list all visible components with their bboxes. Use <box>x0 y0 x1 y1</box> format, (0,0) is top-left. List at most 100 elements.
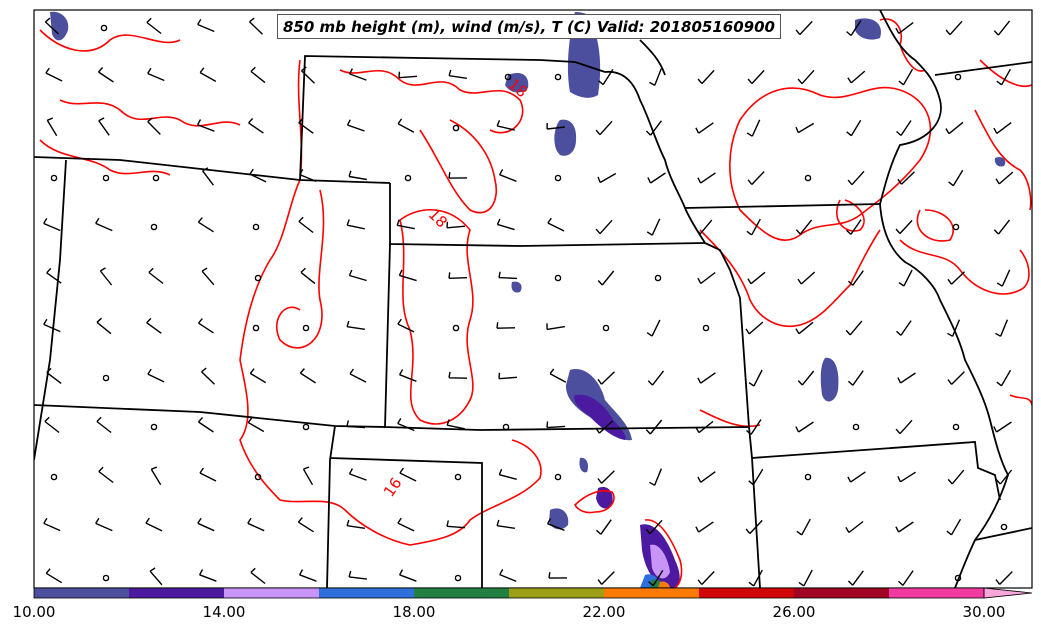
wind-barb <box>895 22 914 34</box>
wind-barb <box>847 170 865 186</box>
wind-barb <box>348 468 367 481</box>
speed-blob-core <box>658 581 670 588</box>
wind-barb <box>147 368 165 383</box>
calm-wind-marker <box>554 73 562 81</box>
boundary <box>934 61 1032 76</box>
wind-speed-fill-strong <box>574 394 680 588</box>
wind-barb <box>798 569 813 587</box>
isotherm <box>729 86 932 241</box>
wind-barb <box>498 169 517 182</box>
boundary <box>751 441 1001 501</box>
wind-barb <box>695 420 714 434</box>
wind-barb <box>147 67 165 82</box>
wind-barb <box>996 269 1011 287</box>
wind-barb <box>398 71 418 79</box>
calm-wind-marker <box>150 223 158 231</box>
colorbar-segment <box>794 588 890 598</box>
isotherm <box>1009 394 1032 406</box>
wind-barb <box>44 17 60 35</box>
calm-wind-marker <box>50 473 58 481</box>
wind-barb <box>697 172 716 184</box>
colorbar-tick-label: 22.00 <box>582 603 626 621</box>
boundary <box>684 203 881 209</box>
wind-barb <box>897 171 915 185</box>
wind-barb <box>647 172 666 184</box>
wind-barb <box>498 372 518 380</box>
wind-barb <box>249 17 263 35</box>
wind-barb <box>797 271 816 285</box>
isotherm <box>399 209 474 425</box>
wind-barb <box>446 221 466 229</box>
wind-barb <box>646 319 661 337</box>
wind-barb <box>897 372 916 384</box>
boundary <box>748 426 761 588</box>
calm-wind-marker <box>452 124 460 132</box>
wind-barb <box>250 66 266 84</box>
colorbar-tick-label: 10.00 <box>12 603 56 621</box>
wind-barb <box>43 217 61 232</box>
wind-barb <box>348 269 367 282</box>
wind-barb <box>346 320 366 330</box>
calm-wind-marker <box>804 174 812 182</box>
speed-blob-core <box>650 544 670 579</box>
colorbar-segment <box>889 588 985 598</box>
isotherm <box>339 69 524 134</box>
calm-wind-marker <box>102 174 110 182</box>
boundary <box>34 159 67 461</box>
wind-barb <box>546 323 566 331</box>
wind-barb <box>647 370 665 386</box>
boundary <box>604 71 706 244</box>
calm-wind-marker <box>554 473 562 481</box>
wind-barb <box>695 219 713 235</box>
wind-barb <box>298 117 314 134</box>
calm-wind-marker <box>952 223 960 231</box>
isotherm-contours <box>39 18 1032 588</box>
boundary <box>879 10 1009 588</box>
wind-barb <box>446 419 465 430</box>
calm-wind-marker <box>404 174 412 182</box>
wind-barb <box>201 267 215 286</box>
colorbar-segment <box>319 588 415 598</box>
wind-barb <box>595 519 612 535</box>
isotherm <box>239 59 542 546</box>
wind-barb <box>947 319 961 337</box>
calm-wind-marker <box>252 324 260 332</box>
calm-wind-marker <box>852 423 860 431</box>
calm-wind-marker <box>1000 523 1008 531</box>
wind-barb <box>145 517 163 532</box>
isotherm <box>916 209 954 242</box>
wind-barb <box>448 69 468 79</box>
wind-barb <box>597 470 615 484</box>
colorbar-outline <box>33 587 985 599</box>
wind-barb <box>945 121 964 135</box>
wind-barb <box>150 466 162 486</box>
wind-barbs <box>43 17 1014 587</box>
wind-barb <box>795 219 813 235</box>
wind-barb <box>746 218 761 236</box>
boundary <box>34 156 391 184</box>
wind-barb <box>747 271 766 285</box>
wind-barb <box>348 570 367 580</box>
wind-barb <box>597 270 615 286</box>
wind-barb <box>348 68 367 81</box>
speed-blob <box>554 119 577 156</box>
wind-barb <box>995 469 1013 485</box>
wind-barb <box>896 120 912 137</box>
wind-barb <box>597 371 615 385</box>
wind-barb <box>795 122 815 134</box>
wind-barb <box>247 417 265 433</box>
wind-barb <box>946 518 962 536</box>
wind-barb <box>797 69 815 85</box>
colorbar-tick-label: 30.00 <box>962 603 1006 621</box>
wind-barb <box>199 67 217 83</box>
wind-barb <box>197 318 214 334</box>
wind-barb <box>448 172 468 179</box>
boundary <box>326 425 336 588</box>
wind-barb <box>649 468 663 486</box>
speed-blob <box>511 281 522 293</box>
wind-barb <box>43 517 61 532</box>
speed-blob <box>820 357 839 402</box>
wind-barb <box>96 416 112 434</box>
wind-barb <box>595 120 613 136</box>
wind-barb <box>397 318 415 333</box>
